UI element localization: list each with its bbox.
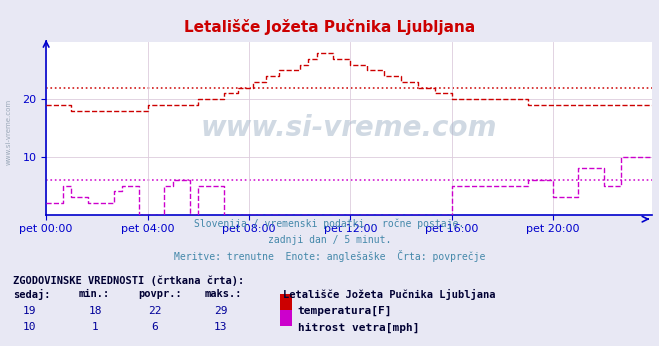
Text: www.si-vreme.com: www.si-vreme.com (5, 98, 12, 165)
Text: 29: 29 (214, 306, 227, 316)
Text: 10: 10 (23, 322, 36, 333)
Text: min.:: min.: (79, 289, 110, 299)
Text: Letališče Jožeta Pučnika Ljubljana: Letališče Jožeta Pučnika Ljubljana (283, 289, 496, 300)
Text: 22: 22 (148, 306, 161, 316)
Text: www.si-vreme.com: www.si-vreme.com (201, 114, 498, 142)
Text: sedaj:: sedaj: (13, 289, 51, 300)
Text: maks.:: maks.: (204, 289, 242, 299)
Text: 13: 13 (214, 322, 227, 333)
Text: 1: 1 (92, 322, 99, 333)
Text: Meritve: trenutne  Enote: anglešaške  Črta: povprečje: Meritve: trenutne Enote: anglešaške Črta… (174, 250, 485, 262)
Text: zadnji dan / 5 minut.: zadnji dan / 5 minut. (268, 235, 391, 245)
Text: Slovenija / vremenski podatki - ročne postaje.: Slovenija / vremenski podatki - ročne po… (194, 218, 465, 229)
Text: povpr.:: povpr.: (138, 289, 182, 299)
Text: ZGODOVINSKE VREDNOSTI (črtkana črta):: ZGODOVINSKE VREDNOSTI (črtkana črta): (13, 275, 244, 285)
Text: Letališče Jožeta Pučnika Ljubljana: Letališče Jožeta Pučnika Ljubljana (184, 19, 475, 35)
Text: 6: 6 (152, 322, 158, 333)
Text: temperatura[F]: temperatura[F] (298, 306, 392, 317)
Text: 18: 18 (89, 306, 102, 316)
Text: hitrost vetra[mph]: hitrost vetra[mph] (298, 322, 419, 333)
Text: 19: 19 (23, 306, 36, 316)
